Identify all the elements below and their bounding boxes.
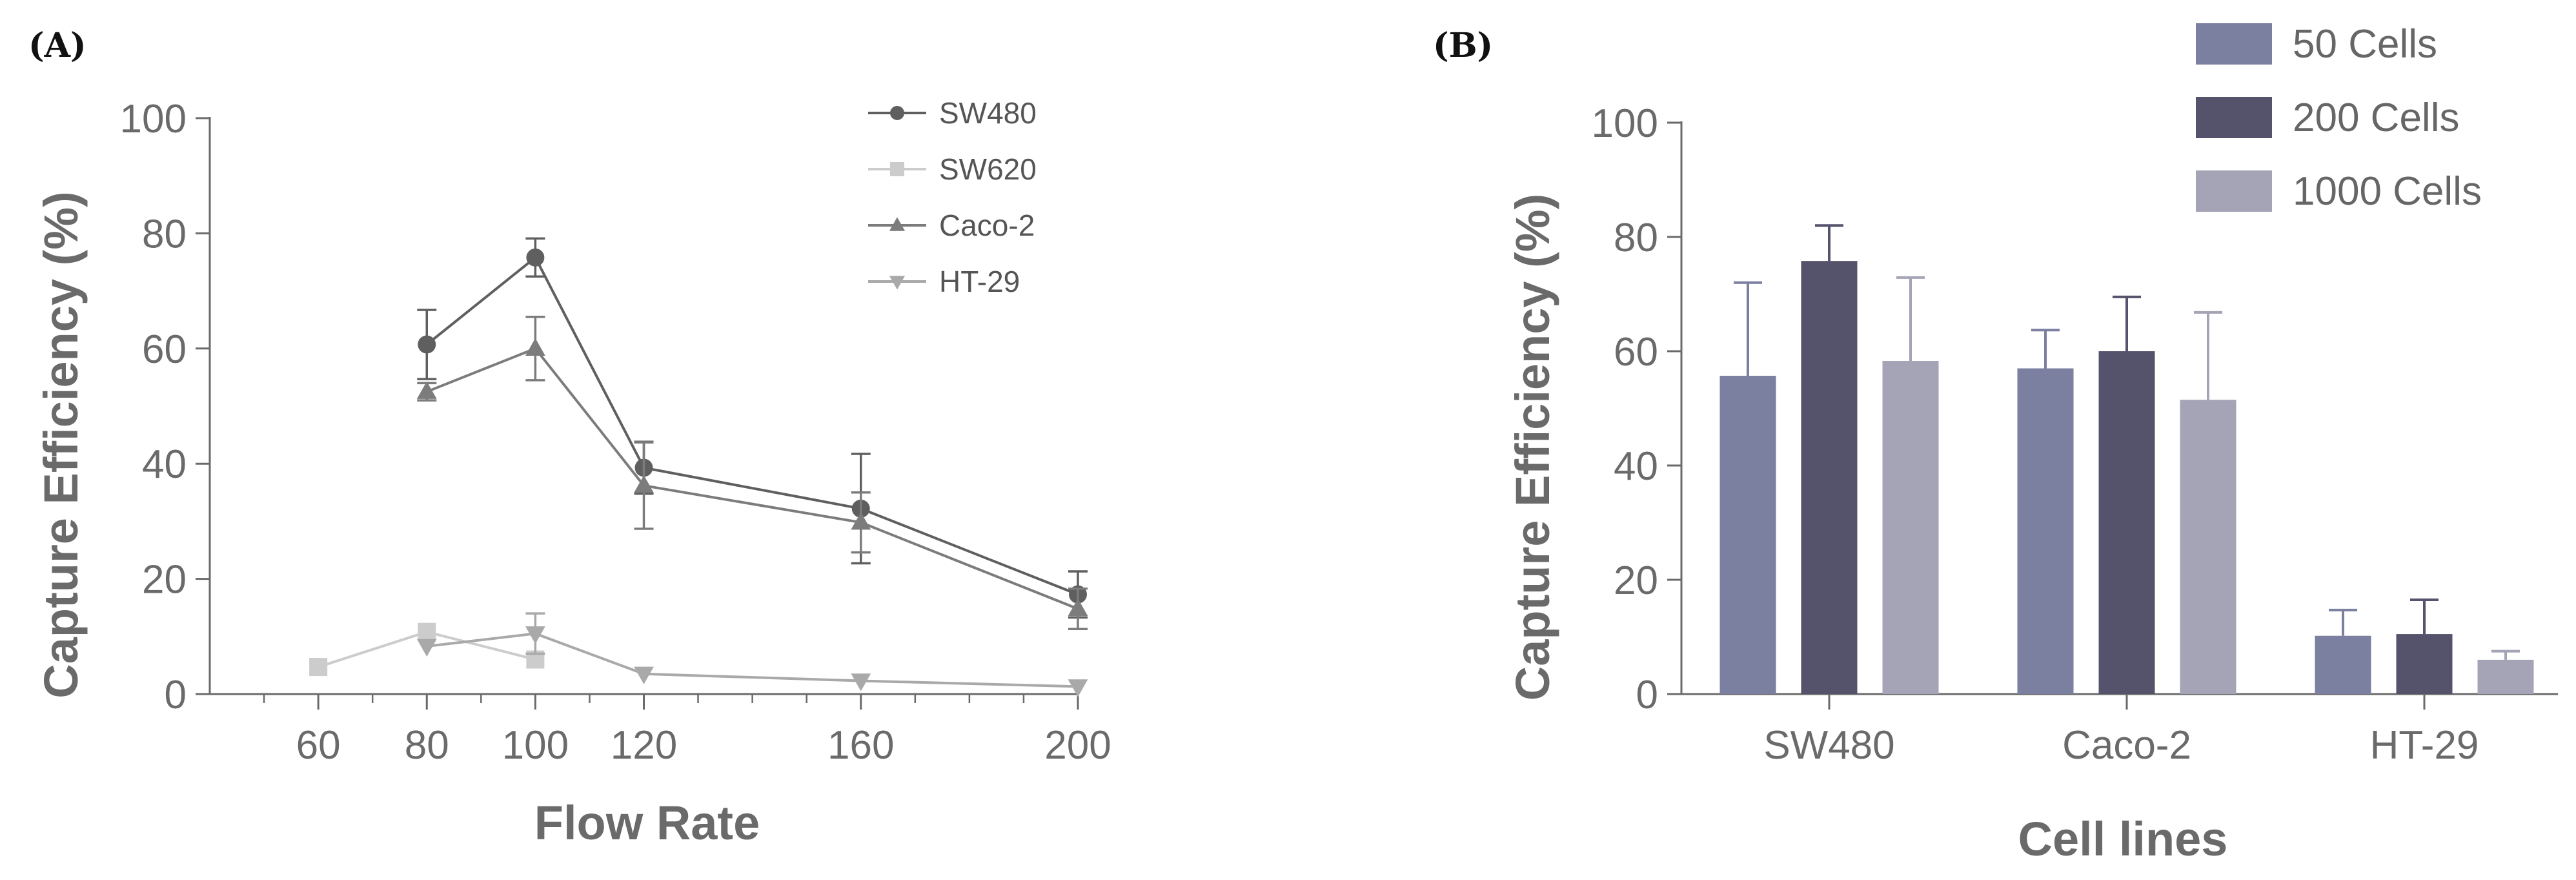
y-tick-label: 40 [1614, 444, 1658, 489]
data-point-ht-29 [1068, 679, 1088, 697]
data-point-ht-29 [525, 626, 545, 644]
x-tick-label-sw480: SW480 [1763, 723, 1894, 768]
data-point-sw620 [418, 622, 436, 641]
y-axis-title: Capture Efficiency (%) [1506, 194, 1559, 701]
y-tick-label: 40 [142, 442, 187, 487]
legend-label-200-cells: 200 Cells [2293, 96, 2459, 140]
y-tick-label: 20 [1614, 558, 1658, 603]
x-axis-title: Cell lines [2018, 812, 2228, 866]
legend-label-sw480: SW480 [939, 96, 1037, 130]
bar-sw480-200-cells [1801, 261, 1858, 694]
legend-label-sw620: SW620 [939, 152, 1037, 186]
series-line-sw480 [425, 255, 1079, 596]
data-point-sw480 [418, 335, 436, 354]
x-tick-label: 120 [611, 723, 677, 768]
x-tick-label-caco-2: Caco-2 [2062, 723, 2191, 768]
data-point-ht-29 [851, 673, 871, 691]
x-tick-label: 200 [1044, 723, 1111, 768]
y-tick-label: 60 [142, 327, 187, 372]
legend-label-1000-cells: 1000 Cells [2293, 169, 2482, 214]
legend-marker-sw480 [890, 106, 904, 120]
x-axis-title: Flow Rate [534, 796, 760, 850]
series-ht-29 [416, 612, 1088, 697]
bar-sw480-50-cells [1719, 376, 1776, 694]
series-line-ht-29 [427, 632, 1079, 688]
y-tick-label: 60 [1614, 330, 1658, 374]
legend: 50 Cells 200 Cells 1000 Cells [2196, 22, 2482, 214]
y-tick-label: 80 [1614, 216, 1658, 260]
x-tick-label: 80 [405, 723, 449, 768]
data-point-sw480 [526, 248, 545, 267]
data-point-caco-2 [634, 475, 654, 493]
legend-marker-sw620 [890, 162, 904, 176]
bar-ht-29-50-cells [2315, 635, 2371, 694]
y-axis-title: Capture Efficiency (%) [34, 191, 88, 698]
data-point-caco-2 [851, 512, 871, 530]
y-tick-label: 100 [1592, 101, 1658, 146]
y-tick-label: 100 [120, 97, 187, 141]
series-caco-2 [416, 315, 1088, 630]
legend-label-50-cells: 50 Cells [2293, 22, 2437, 67]
data-point-caco-2 [525, 338, 545, 356]
x-tick-label: 100 [502, 723, 569, 768]
bar-ht-29-200-cells [2396, 634, 2453, 694]
bar-ht-29-1000-cells [2477, 659, 2534, 694]
panel-b-label: (B) [1433, 26, 1493, 65]
bar-sw480-1000-cells [1882, 361, 1939, 694]
data-point-ht-29 [634, 666, 654, 684]
bar-chart-cell-lines: 0 20 40 60 80 100 SW480 Caco-2 HT-29 Cell lines Ca… [1506, 22, 2558, 866]
bar-caco-2-1000-cells [2180, 400, 2236, 694]
y-tick-label: 0 [165, 673, 187, 717]
legend-marker-caco-2 [889, 217, 906, 231]
x-tick-label: 60 [296, 723, 341, 768]
y-tick-label: 0 [1636, 673, 1658, 717]
x-tick-label-ht-29: HT-29 [2370, 723, 2479, 768]
legend-swatch-200-cells [2196, 97, 2272, 138]
legend-swatch-50-cells [2196, 23, 2272, 65]
data-point-sw620 [309, 658, 328, 677]
line-chart-flow-rate: 0 20 40 60 80 100 60 80 100 120 160 200 Flow Rate Cap… [34, 96, 1111, 850]
data-point-caco-2 [416, 381, 437, 399]
data-point-ht-29 [416, 639, 437, 657]
series-line-caco-2 [426, 347, 1079, 610]
legend-swatch-1000-cells [2196, 170, 2272, 212]
y-tick-label: 20 [142, 558, 187, 602]
x-tick-label: 160 [827, 723, 894, 768]
legend-label-ht-29: HT-29 [939, 265, 1020, 298]
legend-label-caco-2: Caco-2 [939, 209, 1035, 242]
legend: SW480 SW620 Caco-2 HT-29 [868, 96, 1037, 298]
bar-caco-2-50-cells [2017, 368, 2074, 694]
bar-caco-2-200-cells [2098, 351, 2155, 694]
panel-a-label: (A) [28, 26, 86, 65]
legend-marker-ht-29 [889, 276, 906, 290]
data-point-caco-2 [1068, 598, 1088, 617]
y-tick-label: 80 [142, 212, 187, 256]
